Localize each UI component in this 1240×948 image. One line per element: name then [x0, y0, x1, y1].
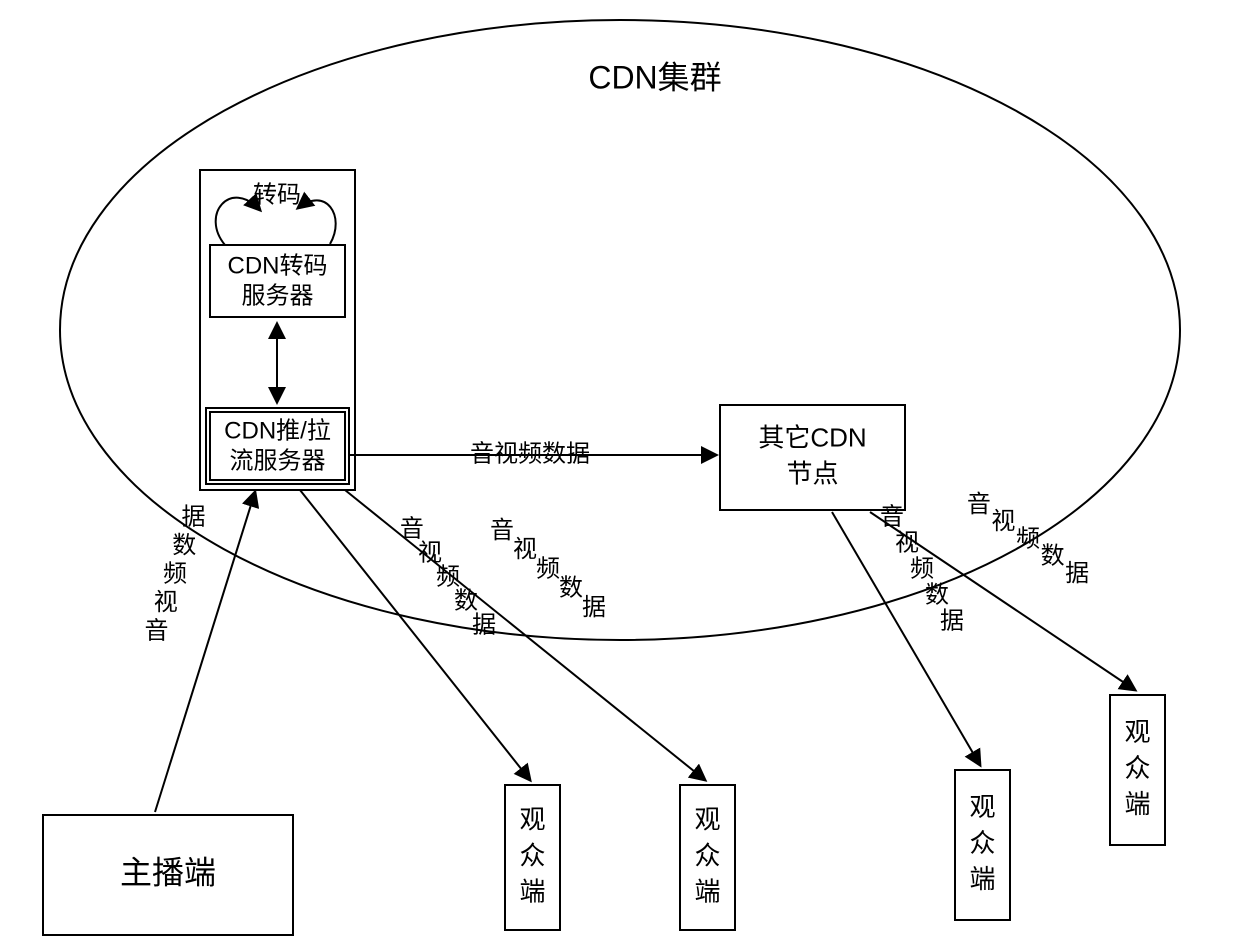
transcode-label: 转码: [253, 181, 301, 208]
pushpull-server-box: CDN推/拉 流服务器: [206, 408, 349, 484]
svg-text:CDN推/拉: CDN推/拉: [224, 417, 331, 444]
pushpull-to-othercdn-label: 音视频数据: [470, 440, 590, 467]
svg-text:主播端: 主播端: [120, 854, 216, 890]
edge-labels: 音视频数据音视频数据音视频数据音视频数据音视频数据: [144, 491, 1089, 644]
svg-text:据: 据: [1065, 560, 1089, 587]
svg-text:音: 音: [880, 503, 904, 530]
svg-text:数: 数: [559, 575, 583, 602]
svg-text:CDN转码: CDN转码: [228, 252, 328, 279]
svg-text:音: 音: [490, 517, 514, 544]
broadcaster-to-pushpull-arrow: [155, 492, 255, 812]
svg-text:端: 端: [519, 876, 545, 906]
svg-text:数: 数: [454, 587, 478, 614]
audience-boxes: 观众端观众端观众端观众端: [505, 695, 1165, 930]
svg-text:众: 众: [1124, 753, 1150, 783]
svg-text:视: 视: [895, 529, 919, 556]
other-cdn-box: 其它CDN 节点: [720, 405, 905, 510]
svg-text:观: 观: [1124, 717, 1150, 747]
svg-text:视: 视: [991, 508, 1015, 535]
audience-box: 观众端: [505, 785, 560, 930]
svg-text:服务器: 服务器: [242, 282, 314, 309]
svg-text:音: 音: [144, 617, 168, 644]
svg-text:众: 众: [969, 828, 995, 858]
svg-text:众: 众: [694, 840, 720, 870]
svg-text:观: 观: [694, 804, 720, 834]
audience-box: 观众端: [955, 770, 1010, 920]
svg-text:频: 频: [436, 563, 460, 590]
edge-label: 音视频数据: [144, 503, 205, 644]
svg-text:数: 数: [172, 532, 196, 559]
svg-text:音: 音: [400, 515, 424, 542]
svg-text:流服务器: 流服务器: [230, 447, 326, 474]
svg-text:频: 频: [910, 555, 934, 582]
edge-label: 音视频数据: [967, 491, 1089, 587]
svg-text:频: 频: [536, 555, 560, 582]
svg-text:观: 观: [519, 804, 545, 834]
edge-label: 音视频数据: [490, 517, 606, 621]
svg-text:数: 数: [925, 581, 949, 608]
svg-text:节点: 节点: [786, 458, 838, 488]
edge-label: 音视频数据: [400, 515, 496, 638]
svg-text:据: 据: [182, 503, 206, 530]
cdn-cluster-title: CDN集群: [588, 59, 721, 95]
svg-text:据: 据: [582, 594, 606, 621]
svg-text:众: 众: [519, 840, 545, 870]
svg-text:据: 据: [940, 607, 964, 634]
svg-text:音: 音: [967, 491, 991, 518]
svg-text:端: 端: [1124, 789, 1150, 819]
audience-box: 观众端: [680, 785, 735, 930]
audience-box: 观众端: [1110, 695, 1165, 845]
broadcaster-box: 主播端: [43, 815, 293, 935]
svg-text:数: 数: [1041, 543, 1065, 570]
svg-text:观: 观: [969, 792, 995, 822]
svg-text:视: 视: [418, 539, 442, 566]
svg-text:频: 频: [163, 560, 187, 587]
svg-text:频: 频: [1016, 525, 1040, 552]
svg-text:视: 视: [513, 536, 537, 563]
transcode-server-box: CDN转码 服务器: [210, 245, 345, 317]
svg-text:端: 端: [969, 864, 995, 894]
svg-text:其它CDN: 其它CDN: [758, 422, 866, 452]
svg-text:视: 视: [154, 589, 178, 616]
svg-text:端: 端: [694, 876, 720, 906]
svg-text:据: 据: [472, 611, 496, 638]
